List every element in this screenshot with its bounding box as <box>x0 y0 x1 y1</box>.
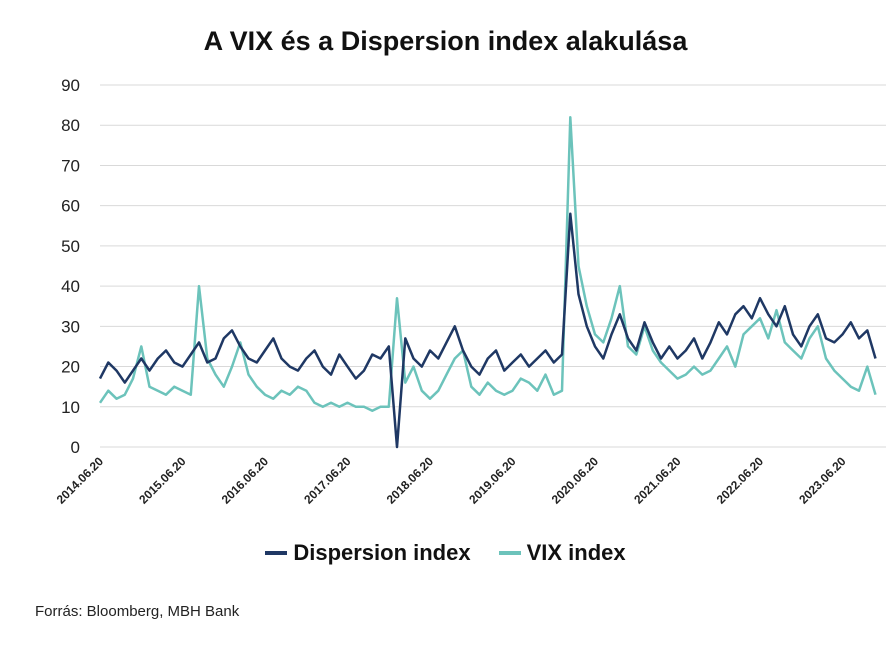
y-tick-label: 30 <box>61 317 80 336</box>
x-tick-label: 2015.06.20 <box>136 454 189 507</box>
x-tick-label: 2020.06.20 <box>549 454 602 507</box>
y-tick-label: 80 <box>61 116 80 135</box>
x-tick-label: 2014.06.20 <box>54 454 107 507</box>
series-line-dispersion-index <box>98 212 877 449</box>
source-note: Forrás: Bloomberg, MBH Bank <box>35 603 240 620</box>
legend-item-vix: VIX index <box>498 540 626 566</box>
y-tick-label: 10 <box>61 398 80 417</box>
legend-item-dispersion: Dispersion index <box>265 540 471 566</box>
y-tick-label: 40 <box>61 277 80 296</box>
legend: Dispersion index VIX index <box>0 540 891 566</box>
y-tick-label: 60 <box>61 197 80 216</box>
x-tick-label: 2017.06.20 <box>301 454 354 507</box>
y-tick-label: 20 <box>61 358 80 377</box>
x-tick-label: 2023.06.20 <box>796 454 849 507</box>
legend-label: VIX index <box>526 540 626 565</box>
series-line-vix-index <box>98 115 877 413</box>
x-tick-label: 2022.06.20 <box>714 454 767 507</box>
line-chart: 0 10 20 30 40 50 60 70 80 90 2014.06.20 2015.06.20 2… <box>54 76 886 507</box>
y-tick-label: 70 <box>61 156 80 175</box>
y-tick-label: 50 <box>61 237 80 256</box>
x-tick-label: 2019.06.20 <box>466 454 519 507</box>
legend-swatch <box>265 551 288 555</box>
y-tick-label: 0 <box>71 438 80 457</box>
y-tick-label: 90 <box>61 76 80 95</box>
x-tick-label: 2018.06.20 <box>384 454 437 507</box>
x-tick-label: 2021.06.20 <box>631 454 684 507</box>
legend-label: Dispersion index <box>293 540 471 565</box>
x-tick-label: 2016.06.20 <box>219 454 272 507</box>
chart-title: A VIX és a Dispersion index alakulása <box>203 26 688 56</box>
legend-swatch <box>498 551 521 555</box>
